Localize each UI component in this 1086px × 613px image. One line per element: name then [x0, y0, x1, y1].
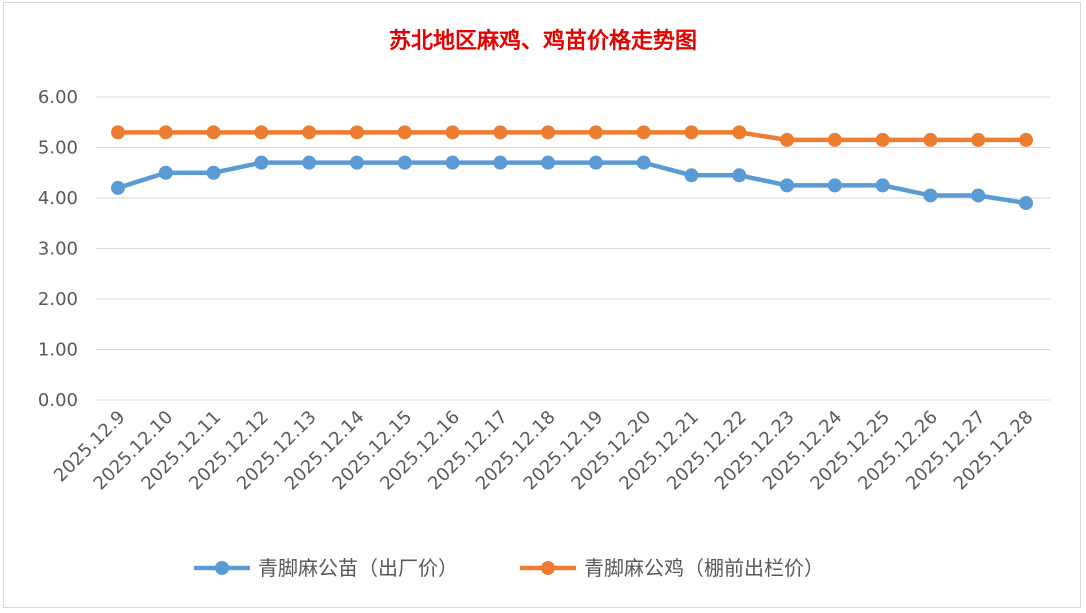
y-tick-label: 2.00: [38, 289, 78, 310]
data-point: [254, 155, 269, 170]
y-tick-label: 0.00: [38, 390, 78, 411]
data-point: [875, 132, 890, 147]
data-point: [493, 125, 508, 140]
legend-swatch-marker: [541, 561, 555, 575]
data-point: [158, 165, 173, 180]
data-point: [684, 125, 699, 140]
series-group: [111, 125, 1033, 211]
data-point: [302, 155, 317, 170]
data-point: [780, 132, 795, 147]
data-point: [397, 155, 412, 170]
legend-label: 青脚麻公鸡（棚前出栏价）: [584, 556, 824, 580]
data-point: [636, 125, 651, 140]
y-tick-label: 1.00: [38, 340, 78, 361]
data-point: [111, 180, 125, 195]
data-point: [397, 125, 412, 140]
data-point: [111, 125, 125, 140]
data-point: [732, 168, 747, 183]
data-point: [493, 155, 508, 170]
data-point: [636, 155, 651, 170]
legend: 青脚麻公苗（出厂价） 青脚麻公鸡（棚前出栏价）: [194, 556, 824, 580]
data-point: [1019, 196, 1033, 211]
data-point: [349, 125, 364, 140]
legend-swatch-marker: [215, 561, 229, 575]
legend-label: 青脚麻公苗（出厂价）: [258, 556, 458, 580]
data-point: [588, 125, 603, 140]
data-point: [588, 155, 603, 170]
x-axis-ticks: 2025.12.92025.12.102025.12.112025.12.122…: [50, 407, 1038, 495]
y-tick-label: 6.00: [38, 87, 78, 108]
y-tick-label: 3.00: [38, 239, 78, 260]
data-point: [349, 155, 364, 170]
series-line: [118, 130, 1026, 143]
data-point: [827, 178, 842, 193]
y-tick-label: 4.00: [38, 188, 78, 209]
legend-item-2: 青脚麻公鸡（棚前出栏价）: [520, 556, 824, 580]
data-point: [971, 132, 986, 147]
data-point: [684, 168, 699, 183]
data-point: [302, 125, 317, 140]
chart-title: 苏北地区麻鸡、鸡苗价格走势图: [389, 28, 697, 54]
data-point: [541, 125, 556, 140]
series-1: [111, 155, 1033, 211]
data-point: [445, 125, 460, 140]
y-axis-ticks: 0.00 1.00 2.00 3.00 4.00 5.00 6.00: [38, 87, 78, 411]
series-line: [117, 160, 1027, 206]
series-2: [111, 125, 1033, 147]
chart-frame: [3, 2, 1081, 608]
data-point: [158, 125, 173, 140]
data-point: [875, 178, 890, 193]
data-point: [827, 132, 842, 147]
data-point: [206, 165, 221, 180]
data-point: [923, 132, 938, 147]
y-tick-label: 5.00: [38, 138, 78, 159]
data-point: [732, 125, 747, 140]
legend-item-1: 青脚麻公苗（出厂价）: [194, 556, 458, 580]
data-point: [780, 178, 795, 193]
data-point: [206, 125, 221, 140]
data-point: [923, 188, 938, 203]
data-point: [1019, 132, 1033, 147]
data-point: [254, 125, 269, 140]
data-point: [541, 155, 556, 170]
data-point: [445, 155, 460, 170]
data-point: [971, 188, 986, 203]
gridlines: [96, 96, 1050, 401]
